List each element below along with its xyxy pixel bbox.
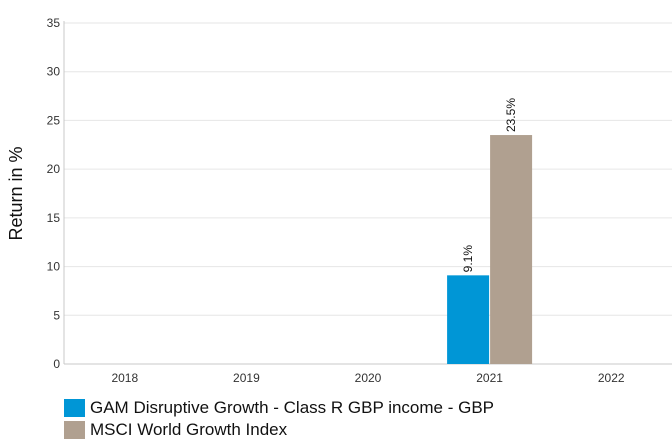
y-tick-label: 30	[47, 65, 61, 79]
legend-label-fund: GAM Disruptive Growth - Class R GBP inco…	[90, 398, 495, 417]
x-tick-label: 2019	[233, 371, 260, 385]
y-tick-label: 10	[47, 260, 61, 274]
bar-chart: 0 5 10 15 20 25 30 35 Return in % 2018 2019 2020 202…	[6, 16, 672, 385]
x-tick-label: 2021	[476, 371, 503, 385]
x-tick-label: 2018	[111, 371, 138, 385]
y-tick-label: 35	[47, 16, 61, 30]
y-tick-label: 15	[47, 211, 61, 225]
y-tick-label: 0	[53, 357, 60, 371]
legend-swatch-index	[64, 421, 85, 439]
bar	[447, 275, 490, 364]
data-label: 23.5%	[504, 98, 518, 132]
y-axis-title: Return in %	[6, 146, 26, 240]
legend-label-index: MSCI World Growth Index	[90, 420, 288, 439]
x-tick-label: 2020	[355, 371, 382, 385]
bar	[490, 135, 533, 364]
legend-item-fund[interactable]: GAM Disruptive Growth - Class R GBP inco…	[64, 397, 494, 419]
y-tick-label: 20	[47, 162, 61, 176]
data-label: 9.1%	[461, 245, 475, 273]
legend-swatch-fund	[64, 399, 85, 417]
y-tick-label: 25	[47, 113, 61, 127]
y-tick-label: 5	[53, 308, 60, 322]
legend: GAM Disruptive Growth - Class R GBP inco…	[64, 397, 494, 441]
legend-item-index[interactable]: MSCI World Growth Index	[64, 419, 494, 441]
x-tick-label: 2022	[598, 371, 625, 385]
